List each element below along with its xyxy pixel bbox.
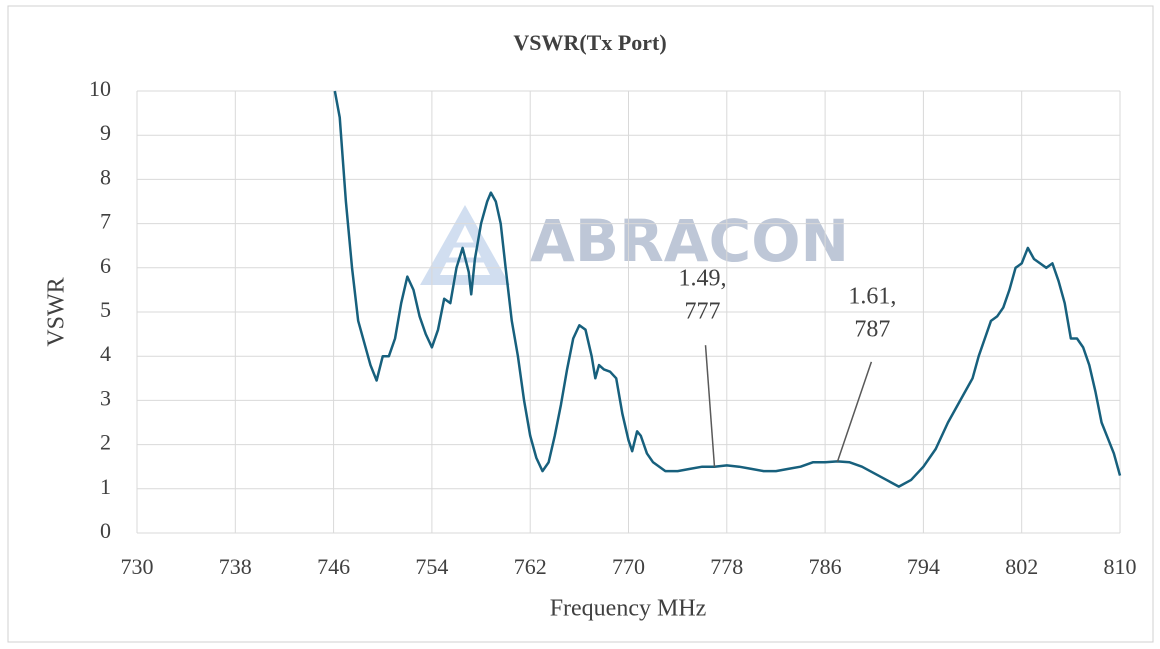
y-tick-label: 1 (100, 474, 111, 499)
annotation-leader (704, 345, 716, 468)
x-tick-label: 778 (710, 554, 743, 579)
y-tick-label: 9 (100, 120, 111, 145)
x-tick-label: 746 (317, 554, 350, 579)
x-tick-label: 762 (514, 554, 547, 579)
y-tick-label: 10 (89, 76, 111, 101)
x-tick-label: 810 (1104, 554, 1137, 579)
x-tick-label: 802 (1005, 554, 1038, 579)
y-axis-label: VSWR (44, 277, 70, 346)
y-tick-label: 7 (100, 209, 111, 234)
annotation-label: 1.49, (679, 266, 727, 292)
chart-border (7, 5, 1154, 643)
y-tick-label: 2 (100, 430, 111, 455)
y-tick-label: 4 (100, 341, 111, 366)
y-tick-label: 6 (100, 253, 111, 278)
x-tick-label: 754 (415, 554, 448, 579)
annotation-label: 777 (685, 299, 721, 325)
watermark: ABRACON (530, 207, 849, 275)
annotation-label: 1.61, (848, 283, 896, 309)
x-axis-label: Frequency MHz (550, 596, 707, 622)
chart-title: VSWR(Tx Port) (513, 30, 666, 55)
x-tick-label: 730 (121, 554, 154, 579)
annotation-leader (836, 361, 873, 463)
x-tick-label: 794 (907, 554, 940, 579)
x-tick-label: 738 (219, 554, 252, 579)
data-line (333, 90, 1122, 488)
y-tick-label: 5 (100, 297, 111, 322)
y-tick-label: 3 (100, 385, 111, 410)
x-tick-label: 770 (612, 554, 645, 579)
y-tick-label: 8 (100, 164, 111, 189)
x-tick-label: 786 (809, 554, 842, 579)
y-tick-label: 0 (100, 518, 111, 543)
annotation-label: 787 (854, 316, 890, 342)
